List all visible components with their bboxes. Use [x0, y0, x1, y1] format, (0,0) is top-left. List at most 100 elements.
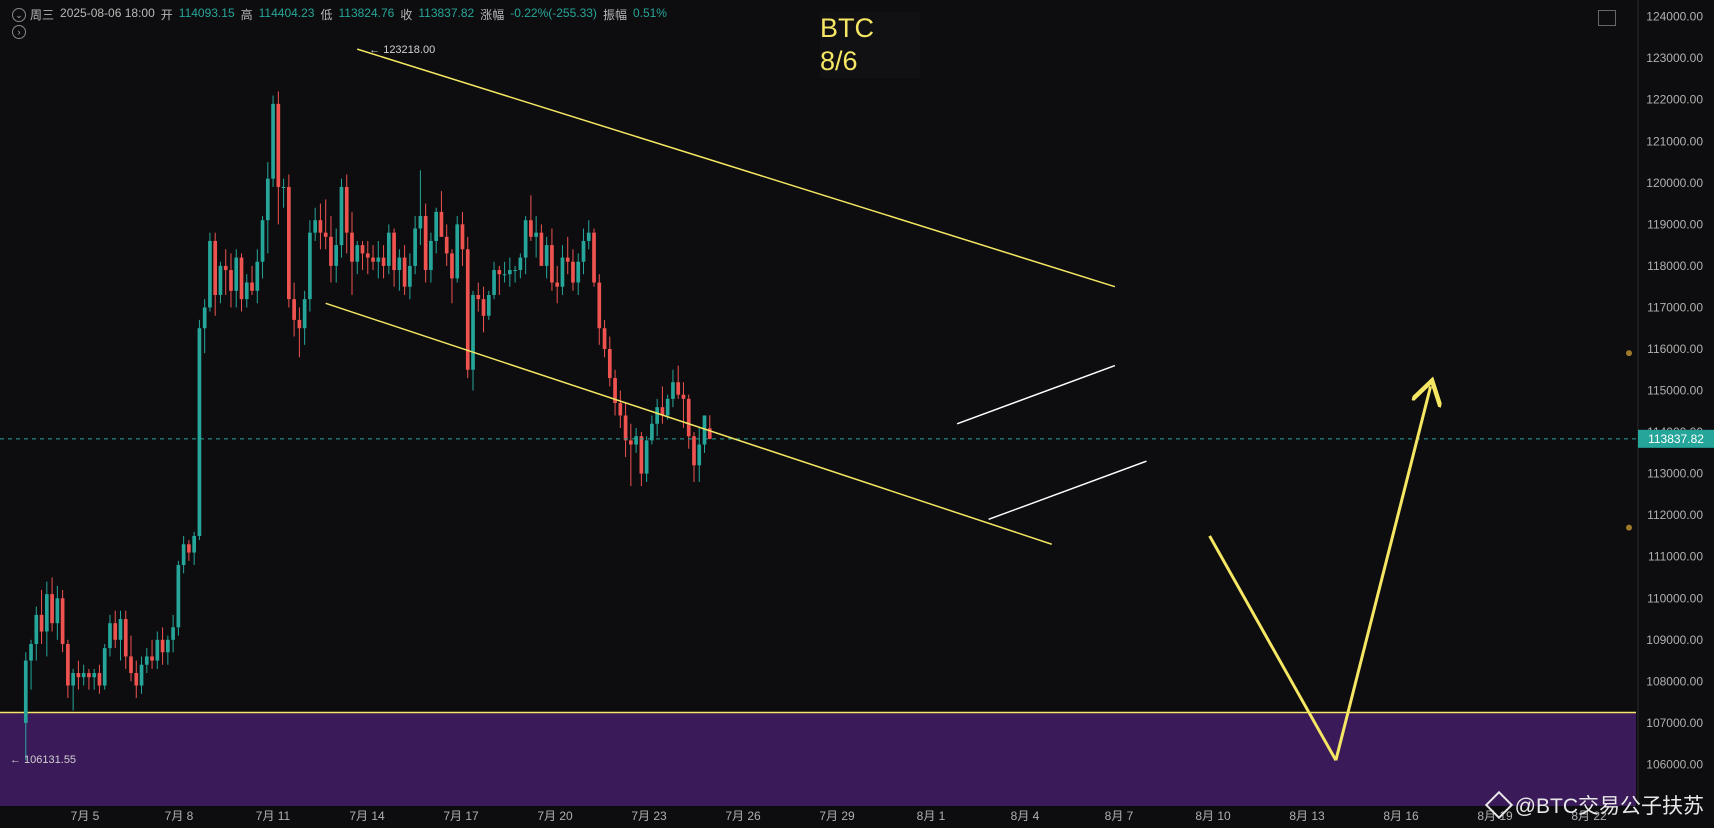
candle-body — [334, 245, 339, 266]
candle-body — [302, 299, 307, 329]
candle-body — [202, 307, 207, 329]
candle-body — [402, 257, 407, 287]
candle-body — [250, 282, 254, 291]
y-tick-label: 110000.00 — [1647, 591, 1703, 605]
collapse-icon[interactable]: ⌄ — [12, 8, 26, 22]
amplitude-value: 0.51% — [632, 6, 667, 20]
x-tick-label: 8月 1 — [917, 809, 946, 823]
candle-body — [486, 294, 491, 316]
y-tick-label: 121000.00 — [1646, 134, 1703, 148]
alert-marker — [1626, 524, 1632, 531]
candle-body — [534, 232, 538, 237]
x-tick-label: 8月 7 — [1105, 809, 1134, 823]
minor-channel-lower — [988, 460, 1147, 521]
candle-body — [39, 614, 44, 632]
candle-body — [507, 270, 512, 275]
ohlc-legend: 周三 2025-08-06 18:00 开 114093.15 高 114404.2… — [30, 6, 667, 23]
candle-body — [529, 220, 533, 237]
minor-channel-upper — [956, 364, 1116, 425]
y-tick-label: 107000.00 — [1646, 716, 1703, 730]
candle-body — [318, 220, 323, 233]
candle-body — [287, 186, 291, 300]
candle-body — [150, 656, 154, 661]
alert-marker — [1626, 350, 1632, 357]
candle-body — [365, 253, 370, 258]
candle-body — [323, 232, 328, 237]
candle-body — [92, 673, 97, 678]
candle-body — [613, 378, 617, 403]
candle-body — [686, 398, 691, 437]
expand-icon[interactable]: › — [12, 25, 26, 39]
candle-body — [465, 249, 470, 370]
x-tick-label: 8月 13 — [1289, 809, 1325, 823]
high-label: 高 — [240, 8, 253, 22]
candle-body — [423, 216, 428, 271]
candle-body — [539, 232, 544, 266]
maximize-icon[interactable] — [1598, 10, 1616, 26]
candle-body — [586, 232, 591, 241]
candle-body — [560, 257, 565, 287]
candle-body — [271, 103, 275, 179]
candle-body — [292, 299, 296, 320]
candle-body — [50, 594, 54, 624]
candle-body — [671, 382, 675, 399]
candle-body — [313, 220, 318, 233]
candle-body — [113, 623, 118, 640]
candle-body — [418, 216, 423, 229]
close-value: 113837.82 — [418, 6, 475, 20]
candle-body — [481, 299, 486, 316]
watermark-text: @BTC交易公子扶苏 — [1514, 795, 1704, 818]
x-tick-label: 7月 20 — [537, 809, 573, 823]
candle-body — [376, 257, 381, 262]
candle-body — [429, 240, 433, 271]
candle-body — [513, 270, 517, 272]
change-value: -0.22%(-255.33) — [510, 6, 597, 20]
candle-body — [650, 423, 654, 441]
candle-body — [239, 257, 244, 300]
close-label: 收 — [400, 8, 413, 22]
candle-body — [555, 282, 560, 287]
current-price-label: 113837.82 — [1648, 432, 1704, 446]
candle-body — [344, 186, 349, 233]
candle-body — [607, 348, 612, 379]
candle-body — [171, 627, 175, 640]
watermark: @BTC交易公子扶苏 — [1484, 790, 1704, 820]
projection-down-arrow — [1208, 535, 1338, 762]
y-tick-label: 122000.00 — [1646, 93, 1703, 107]
y-tick-label: 123000.00 — [1646, 51, 1703, 65]
x-tick-label: 7月 23 — [631, 809, 667, 823]
candle-body — [692, 436, 696, 466]
candle-body — [255, 261, 260, 291]
change-label: 涨幅 — [480, 8, 505, 22]
candle-body — [276, 103, 281, 187]
x-tick-label: 7月 29 — [819, 809, 855, 823]
open-label: 开 — [160, 8, 173, 22]
candle-body — [618, 403, 623, 416]
candle-body — [413, 228, 417, 266]
candle-body — [129, 656, 133, 674]
candle-body — [386, 232, 391, 266]
candle-body — [702, 415, 707, 445]
candle-body — [229, 270, 233, 291]
open-value: 114093.15 — [178, 6, 235, 20]
header-icons: ⌄ › — [12, 8, 26, 42]
candle-body — [44, 594, 49, 632]
x-tick-label: 8月 19 — [1477, 809, 1513, 823]
x-tick-label: 8月 10 — [1195, 809, 1231, 823]
candle-body — [71, 673, 75, 686]
low-annotation: ← 106131.55 — [10, 754, 76, 766]
title-symbol: BTC — [820, 13, 874, 43]
candle-body — [34, 614, 39, 644]
candle-body — [644, 440, 649, 474]
candle-body — [602, 328, 607, 349]
candle-body — [350, 232, 354, 262]
candle-body — [197, 328, 202, 536]
binance-logo-icon — [1484, 790, 1513, 820]
y-tick-label: 119000.00 — [1647, 217, 1703, 231]
candle-body — [187, 544, 191, 553]
candle-body — [260, 220, 265, 262]
candle-body — [476, 294, 481, 300]
candle-body — [181, 544, 186, 566]
high-value: 114404.23 — [258, 6, 315, 20]
